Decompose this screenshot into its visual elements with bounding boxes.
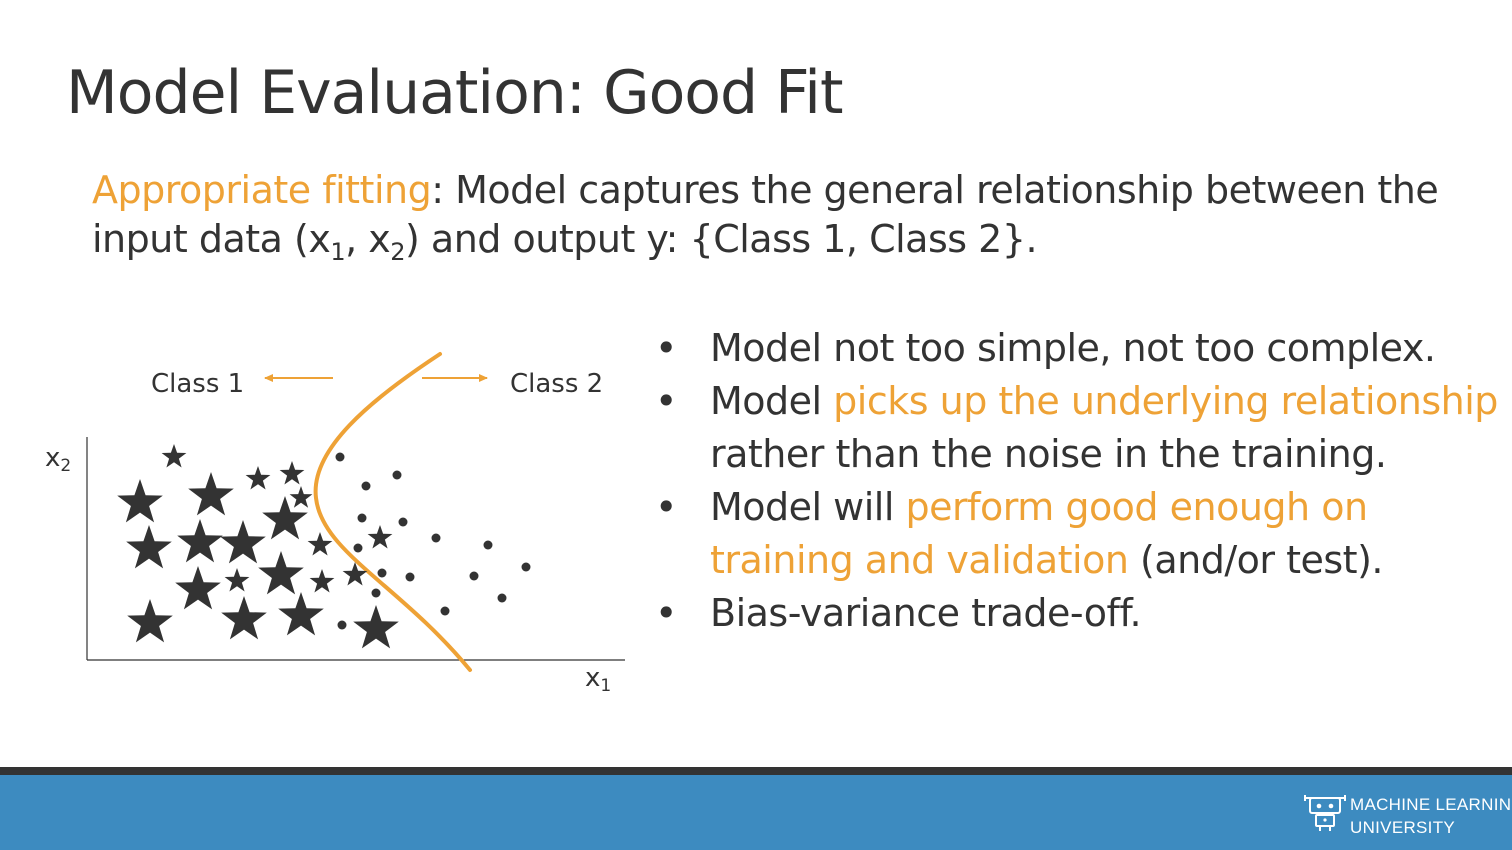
bullet-item: • Model will perform good enough on train… xyxy=(655,481,1500,587)
dot-marker xyxy=(357,513,367,523)
dot-marker xyxy=(521,562,531,572)
dot-marker xyxy=(337,620,347,630)
footer-divider xyxy=(0,767,1512,775)
dot-marker xyxy=(405,572,415,582)
bullet-text: rather than the noise in the training. xyxy=(710,432,1387,476)
bullet-marker: • xyxy=(655,485,677,529)
bullet-marker: • xyxy=(655,591,677,635)
dot-marker xyxy=(398,517,408,527)
org-name-line1: MACHINE LEARNING xyxy=(1350,795,1512,814)
star-marker xyxy=(126,525,172,569)
star-marker xyxy=(278,592,324,636)
star-marker xyxy=(289,486,313,508)
intro-text-c: ) and output y: {Class 1, Class 2}. xyxy=(405,217,1038,261)
star-marker xyxy=(224,568,250,592)
star-marker xyxy=(161,444,187,468)
class2-dot-markers xyxy=(335,452,531,630)
class1-label: Class 1 xyxy=(151,369,244,399)
intro-sub2: 2 xyxy=(390,238,406,266)
star-marker xyxy=(220,520,266,564)
decision-boundary xyxy=(313,352,472,672)
star-marker xyxy=(262,496,308,540)
robot-icon xyxy=(1304,795,1346,831)
bullet-text: Bias-variance trade-off. xyxy=(710,591,1142,635)
star-marker xyxy=(188,472,234,516)
org-name: MACHINE LEARNING UNIVERSITY xyxy=(1350,793,1512,839)
dot-marker xyxy=(431,533,441,543)
x-axis-label: x1 xyxy=(585,663,611,696)
star-marker xyxy=(258,551,304,595)
bullet-marker: • xyxy=(655,379,677,423)
bullet-list: • Model not too simple, not too complex. •… xyxy=(655,322,1500,640)
intro-text-a: : Model captures the general relationshi… xyxy=(92,168,1439,261)
star-marker xyxy=(175,566,221,610)
org-name-line2: UNIVERSITY xyxy=(1350,818,1456,837)
bullet-item: • Model picks up the underlying relations… xyxy=(655,375,1500,481)
dot-marker xyxy=(469,571,479,581)
intro-sub1: 1 xyxy=(330,238,346,266)
class1-star-markers xyxy=(117,444,399,649)
class2-label: Class 2 xyxy=(510,369,603,399)
bullet-highlight: picks up the underlying relationship xyxy=(833,379,1498,423)
dot-marker xyxy=(335,452,345,462)
intro-text-b: , x xyxy=(345,217,391,261)
star-marker xyxy=(127,599,173,643)
dot-marker xyxy=(377,568,387,578)
intro-paragraph: Appropriate fitting: Model captures the … xyxy=(92,166,1452,264)
dot-marker xyxy=(497,593,507,603)
star-marker xyxy=(279,461,305,485)
star-marker xyxy=(117,479,163,523)
bullet-item: • Model not too simple, not too complex. xyxy=(655,322,1500,375)
star-marker xyxy=(221,596,267,640)
dot-marker xyxy=(361,481,371,491)
dot-marker xyxy=(353,543,363,553)
star-marker xyxy=(245,466,271,490)
y-axis-label: x2 xyxy=(45,443,71,476)
dot-marker xyxy=(440,606,450,616)
bullet-text: Model not too simple, not too complex. xyxy=(710,326,1436,370)
dot-marker xyxy=(392,470,402,480)
star-marker xyxy=(177,519,223,563)
star-marker xyxy=(367,525,393,549)
bullet-marker: • xyxy=(655,326,677,370)
bullet-text: Model will xyxy=(710,485,906,529)
star-marker xyxy=(342,562,368,586)
slide-title: Model Evaluation: Good Fit xyxy=(66,58,843,128)
bullet-text: Model xyxy=(710,379,834,423)
star-marker xyxy=(353,605,399,649)
intro-term: Appropriate fitting xyxy=(92,168,432,212)
star-marker xyxy=(307,532,333,556)
classification-diagram: x2 x1 Class 1 Class 2 xyxy=(45,352,625,696)
bullet-item: • Bias-variance trade-off. xyxy=(655,587,1500,640)
footer-bar xyxy=(0,775,1512,850)
star-marker xyxy=(309,569,335,593)
bullet-highlight: perform good enough on training and vali… xyxy=(710,485,1368,582)
dot-marker xyxy=(483,540,493,550)
dot-marker xyxy=(371,588,381,598)
bullet-text: (and/or test). xyxy=(1128,538,1383,582)
